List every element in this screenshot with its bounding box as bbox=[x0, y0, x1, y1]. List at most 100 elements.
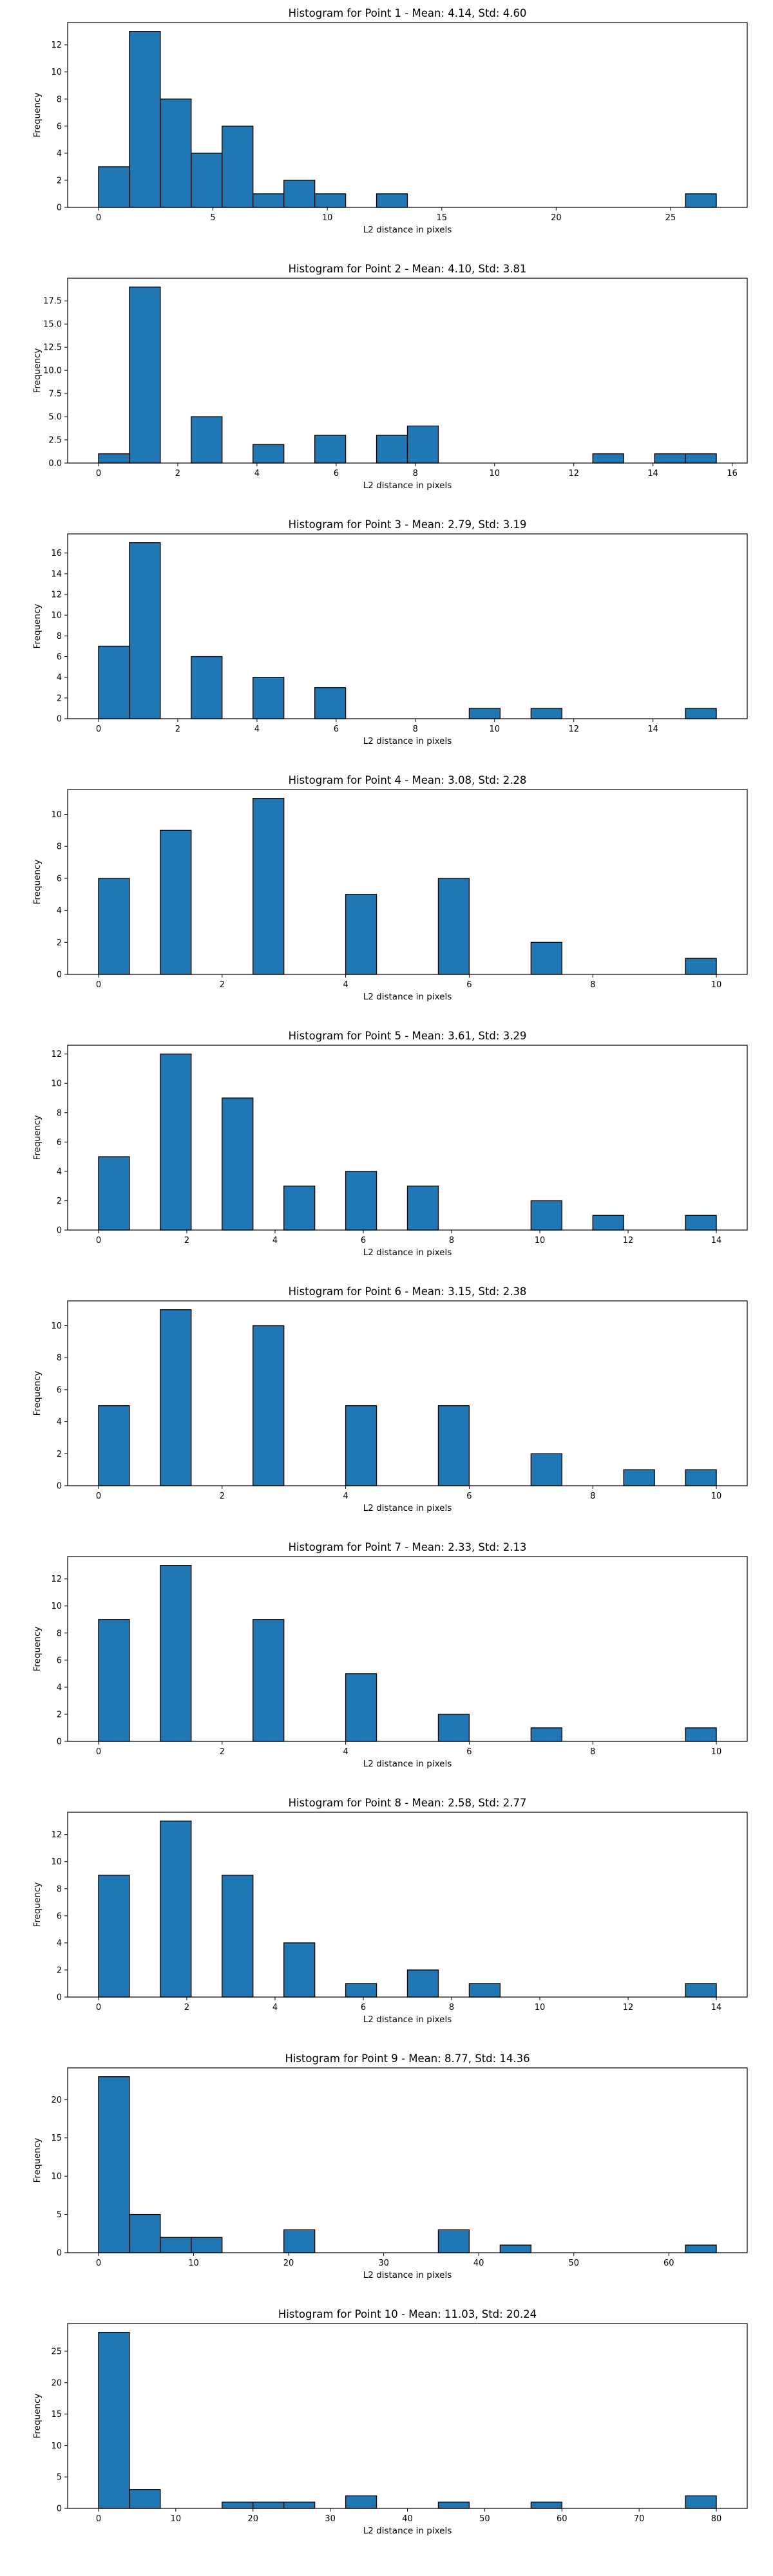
y-tick-label: 6 bbox=[57, 1656, 62, 1665]
y-tick-label: 12 bbox=[51, 1830, 62, 1840]
y-tick-label: 8 bbox=[57, 632, 62, 641]
x-axis-label: L2 distance in pixels bbox=[363, 225, 452, 235]
y-axis-label: Frequency bbox=[32, 1627, 43, 1672]
x-tick-label: 10 bbox=[489, 724, 500, 734]
y-axis-label: Frequency bbox=[32, 93, 43, 138]
x-axis-label: L2 distance in pixels bbox=[363, 736, 452, 746]
y-tick-label: 6 bbox=[57, 652, 62, 662]
y-tick-label: 4 bbox=[57, 1938, 62, 1948]
y-tick-label: 2 bbox=[57, 1450, 62, 1459]
y-tick-label: 0 bbox=[57, 2249, 62, 2259]
histogram-bar bbox=[222, 2501, 254, 2509]
x-tick-label: 6 bbox=[466, 1747, 472, 1757]
chart-title: Histogram for Point 5 - Mean: 3.61, Std:… bbox=[289, 1030, 527, 1042]
histogram-bar bbox=[376, 435, 408, 464]
y-tick-label: 0 bbox=[57, 1226, 62, 1236]
histogram-bar bbox=[685, 958, 717, 975]
x-tick-label: 0 bbox=[96, 469, 101, 478]
axes-frame bbox=[67, 1300, 748, 1486]
y-tick-label: 0 bbox=[57, 204, 62, 213]
chart-title: Histogram for Point 1 - Mean: 4.14, Std:… bbox=[289, 7, 527, 19]
y-tick-label: 8 bbox=[57, 1354, 62, 1363]
y-tick-label: 10 bbox=[51, 1321, 62, 1331]
x-tick-label: 40 bbox=[473, 2259, 484, 2268]
x-tick-label: 12 bbox=[623, 1236, 634, 1245]
x-tick-label: 8 bbox=[590, 980, 595, 990]
histogram-bar bbox=[98, 1405, 130, 1486]
x-tick-label: 12 bbox=[623, 2003, 634, 2012]
y-tick-label: 2 bbox=[57, 938, 62, 948]
histogram-bar bbox=[406, 1186, 439, 1231]
y-tick-label: 8 bbox=[57, 842, 62, 852]
x-tick-label: 2 bbox=[220, 1747, 225, 1757]
x-tick-label: 8 bbox=[413, 469, 418, 478]
histogram-bar bbox=[98, 1156, 130, 1231]
histogram-bar bbox=[345, 894, 377, 975]
y-tick-label: 5.0 bbox=[48, 413, 62, 422]
y-tick-label: 2 bbox=[57, 176, 62, 185]
x-tick-label: 10 bbox=[171, 2514, 182, 2524]
histogram-bar bbox=[530, 708, 562, 719]
y-tick-label: 17.5 bbox=[43, 297, 62, 307]
y-tick-label: 0 bbox=[57, 1993, 62, 2003]
y-axis-label: Frequency bbox=[32, 2138, 43, 2183]
histogram-panel-8: Histogram for Point 8 - Mean: 2.58, Std:… bbox=[32, 1797, 748, 2025]
x-tick-label: 14 bbox=[711, 2003, 722, 2012]
histogram-bar bbox=[253, 798, 285, 975]
axes-frame bbox=[67, 1812, 748, 1998]
y-tick-label: 10 bbox=[51, 1857, 62, 1867]
histogram-bar bbox=[160, 99, 192, 208]
histogram-bar bbox=[376, 193, 408, 208]
histogram-bar bbox=[191, 416, 223, 464]
histogram-bar bbox=[160, 1821, 192, 1998]
y-tick-label: 0 bbox=[57, 1738, 62, 1747]
x-tick-label: 14 bbox=[711, 1236, 722, 1245]
x-tick-label: 20 bbox=[551, 213, 562, 223]
y-tick-label: 12 bbox=[51, 41, 62, 50]
x-tick-label: 4 bbox=[272, 2003, 278, 2012]
x-tick-label: 50 bbox=[479, 2514, 490, 2524]
y-axis-label: Frequency bbox=[32, 1371, 43, 1416]
histogram-bar bbox=[129, 2489, 161, 2509]
chart-title: Histogram for Point 4 - Mean: 3.08, Std:… bbox=[289, 774, 527, 786]
histogram-bar bbox=[283, 1186, 316, 1231]
x-tick-label: 60 bbox=[557, 2514, 568, 2524]
y-axis-label: Frequency bbox=[32, 860, 43, 905]
histogram-panel-3: Histogram for Point 3 - Mean: 2.79, Std:… bbox=[32, 518, 748, 746]
x-axis-label: L2 distance in pixels bbox=[363, 1247, 452, 1258]
histogram-bar bbox=[222, 1875, 254, 1998]
x-tick-label: 60 bbox=[663, 2259, 674, 2268]
histogram-bar bbox=[654, 453, 686, 464]
x-tick-label: 10 bbox=[711, 1747, 722, 1757]
y-tick-label: 4 bbox=[57, 906, 62, 916]
histogram-panel-1: Histogram for Point 1 - Mean: 4.14, Std:… bbox=[32, 7, 748, 235]
x-tick-label: 20 bbox=[283, 2259, 294, 2268]
histogram-bar bbox=[592, 1215, 624, 1231]
y-tick-label: 4 bbox=[57, 1417, 62, 1427]
y-tick-label: 16 bbox=[51, 549, 62, 558]
x-tick-label: 70 bbox=[634, 2514, 645, 2524]
chart-title: Histogram for Point 6 - Mean: 3.15, Std:… bbox=[289, 1285, 527, 1298]
histogram-bar bbox=[98, 453, 130, 464]
histogram-bar bbox=[98, 878, 130, 975]
x-axis-label: L2 distance in pixels bbox=[363, 992, 452, 1002]
y-tick-label: 15.0 bbox=[43, 320, 62, 330]
x-tick-label: 6 bbox=[361, 2003, 366, 2012]
histogram-bar bbox=[98, 2332, 130, 2509]
y-tick-label: 8 bbox=[57, 95, 62, 104]
chart-title: Histogram for Point 9 - Mean: 8.77, Std:… bbox=[285, 2052, 530, 2065]
axes-frame bbox=[67, 2067, 748, 2253]
x-tick-label: 0 bbox=[96, 1492, 101, 1501]
y-tick-label: 25 bbox=[51, 2347, 62, 2356]
y-tick-label: 6 bbox=[57, 122, 62, 131]
histogram-bar bbox=[283, 2229, 316, 2253]
y-tick-label: 8 bbox=[57, 1108, 62, 1118]
y-tick-label: 0 bbox=[57, 971, 62, 980]
histogram-bar bbox=[98, 645, 130, 719]
chart-title: Histogram for Point 7 - Mean: 2.33, Std:… bbox=[289, 1541, 527, 1553]
histogram-bar bbox=[191, 656, 223, 719]
histogram-panel-6: Histogram for Point 6 - Mean: 3.15, Std:… bbox=[32, 1285, 748, 1513]
y-tick-label: 12 bbox=[51, 1575, 62, 1584]
x-tick-label: 30 bbox=[378, 2259, 389, 2268]
